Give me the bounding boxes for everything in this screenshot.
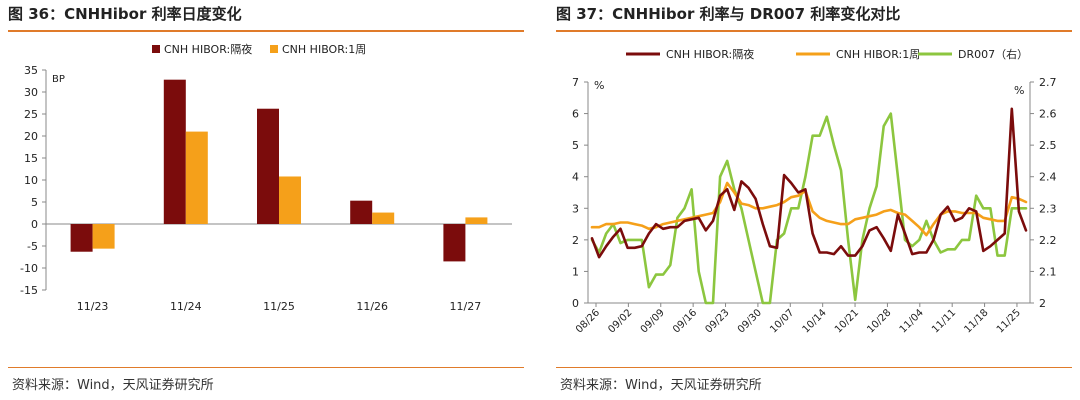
legend-swatch (152, 45, 160, 53)
right-y-tick-label: 2.4 (1039, 171, 1057, 184)
right-y-tick-label: 2.7 (1039, 76, 1057, 89)
y-tick-label: 10 (24, 174, 38, 187)
bar-overnight (70, 224, 93, 252)
right-y-tick-label: 2 (1039, 297, 1046, 310)
right-source-note: 资料来源：Wind，天风证券研究所 (560, 378, 762, 393)
y-tick-label: 30 (24, 86, 38, 99)
right-chart-panel: 图 37：CNHHibor 利率与 DR007 利率变化对比 0 1 2 3 4 5 6 7%… (548, 0, 1080, 400)
x-tick-label: 11/18 (963, 307, 991, 335)
left-y-tick-label: 5 (572, 139, 579, 152)
right-title-rule (556, 30, 1072, 32)
x-tick-label: 10/07 (768, 307, 796, 335)
bar-1week (465, 217, 488, 224)
y-axis-unit-label: BP (52, 74, 65, 85)
legend-label: DR007（右） (958, 47, 1028, 61)
right-y-tick-label: 2.1 (1039, 265, 1057, 278)
legend-label: CNH HIBOR:隔夜 (666, 47, 754, 61)
left-y-tick-label: 6 (572, 108, 579, 121)
left-y-tick-label: 1 (572, 265, 579, 278)
series-line-dr007 (590, 112, 1028, 305)
bar-overnight (163, 79, 186, 225)
y-tick-label: 35 (24, 64, 38, 77)
right-y-tick-label: 2.6 (1039, 108, 1057, 121)
y-tick-label: 15 (24, 152, 38, 165)
left-y-unit-label: % (594, 79, 604, 92)
series-line-1week (590, 181, 1028, 237)
x-tick-label: 11/24 (170, 300, 202, 313)
x-tick-label: 10/14 (801, 307, 829, 335)
y-tick-label: -10 (20, 262, 38, 275)
bar-1week (372, 212, 395, 224)
legend-label: CNH HIBOR:1周 (836, 48, 920, 61)
left-y-tick-label: 0 (572, 297, 579, 310)
series-line-overnight (590, 107, 1028, 259)
legend-swatch (270, 45, 278, 53)
x-tick-label: 10/21 (833, 307, 861, 335)
x-tick-label: 11/23 (77, 300, 109, 313)
right-y-tick-label: 2.2 (1039, 234, 1057, 247)
x-tick-label: 10/28 (865, 307, 893, 335)
left-y-tick-label: 3 (572, 202, 579, 215)
right-chart-title: 图 37：CNHHibor 利率与 DR007 利率变化对比 (556, 5, 901, 23)
x-tick-label: 11/04 (898, 307, 926, 335)
x-tick-label: 09/09 (639, 307, 667, 335)
left-title-rule (8, 30, 524, 32)
legend-label: CNH HIBOR:1周 (282, 43, 366, 56)
right-source-rule (556, 367, 1072, 368)
y-tick-label: 25 (24, 108, 38, 121)
y-tick-label: -5 (27, 240, 38, 253)
left-y-tick-label: 4 (572, 171, 579, 184)
y-tick-label: 0 (31, 218, 38, 231)
bar-1week (279, 176, 301, 224)
bar-overnight (443, 224, 466, 262)
right-y-tick-label: 2.5 (1039, 139, 1057, 152)
left-source-note: 资料来源：Wind，天风证券研究所 (12, 378, 214, 393)
y-tick-label: -15 (20, 284, 38, 297)
x-tick-label: 11/11 (930, 307, 958, 335)
x-tick-label: 09/16 (671, 307, 699, 335)
y-tick-label: 20 (24, 130, 38, 143)
bar-1week (92, 224, 115, 249)
x-tick-label: 11/27 (450, 300, 482, 313)
bar-1week (185, 131, 208, 224)
legend-label: CNH HIBOR:隔夜 (164, 42, 252, 56)
x-tick-label: 09/30 (736, 307, 764, 335)
x-tick-label: 11/25 (995, 307, 1023, 335)
right-y-tick-label: 2.3 (1039, 202, 1057, 215)
x-tick-label: 08/26 (574, 307, 602, 335)
right-y-unit-label: % (1014, 84, 1024, 97)
y-tick-label: 5 (31, 196, 38, 209)
x-tick-label: 11/26 (356, 300, 388, 313)
left-bar-chart: -15 -10 -5 0 5 10 15 20 25 30 35 BP 11/23 11/24 11/25 1… (20, 42, 512, 313)
x-tick-label: 09/02 (606, 307, 634, 335)
left-y-tick-label: 7 (572, 76, 579, 89)
left-source-rule (8, 367, 524, 368)
left-chart-title: 图 36：CNHHibor 利率日度变化 (8, 5, 242, 23)
x-tick-label: 09/23 (703, 307, 731, 335)
left-y-tick-label: 2 (572, 234, 579, 247)
left-chart-panel: 图 36：CNHHibor 利率日度变化 -15 -10 -5 0 5 10 15 20 25 3… (0, 0, 532, 400)
x-tick-label: 11/25 (263, 300, 295, 313)
bar-overnight (350, 200, 373, 224)
bar-overnight (257, 108, 279, 224)
